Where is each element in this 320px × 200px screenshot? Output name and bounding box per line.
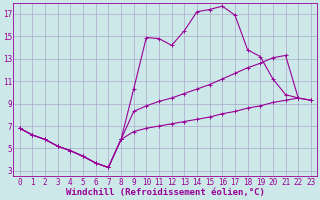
X-axis label: Windchill (Refroidissement éolien,°C): Windchill (Refroidissement éolien,°C) <box>66 188 265 197</box>
